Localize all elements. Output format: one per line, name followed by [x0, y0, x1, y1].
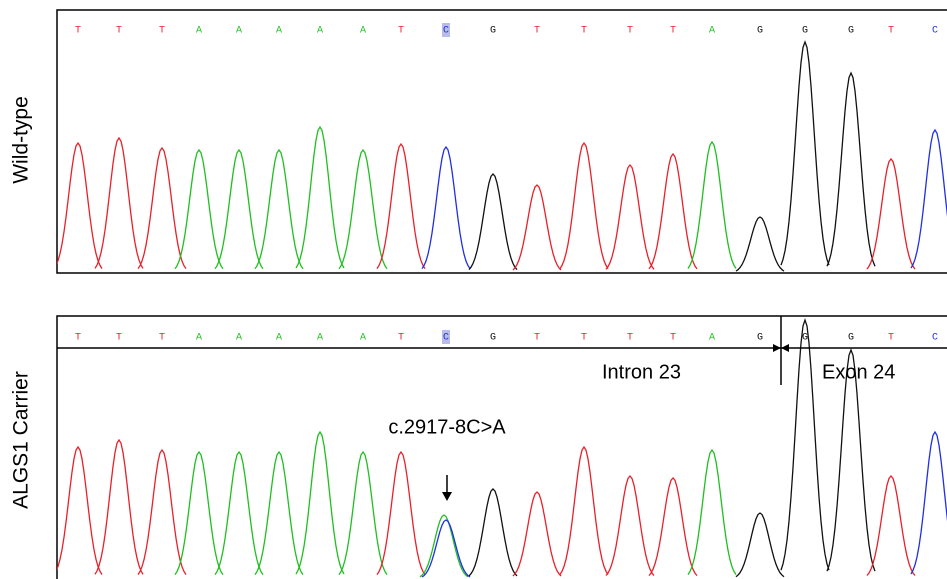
base-call: T — [116, 333, 122, 344]
base-call: T — [581, 333, 587, 344]
base-call: G — [757, 26, 763, 37]
trace-peak — [339, 452, 387, 575]
base-call: A — [317, 26, 323, 37]
base-call: A — [196, 333, 202, 344]
trace-peak — [827, 73, 875, 266]
trace-peak — [736, 217, 784, 271]
trace-peak — [215, 150, 263, 269]
trace-peak — [296, 127, 344, 268]
trace-peak — [95, 138, 143, 268]
trace-peak — [513, 185, 561, 270]
base-call: T — [534, 26, 540, 37]
base-call: T — [116, 26, 122, 37]
variant-label: c.2917-8C>A — [388, 416, 506, 438]
base-call: T — [888, 26, 894, 37]
trace-peak — [606, 165, 654, 269]
trace-peak — [867, 476, 915, 576]
trace-peak — [422, 147, 470, 269]
base-call: T — [75, 26, 81, 37]
base-call: A — [360, 333, 366, 344]
base-call: A — [317, 333, 323, 344]
panel-frame — [57, 316, 947, 579]
base-call: G — [757, 333, 763, 344]
trace-peak — [649, 478, 697, 576]
trace-peak — [688, 450, 736, 575]
trace-peak — [911, 130, 947, 268]
base-call: G — [848, 333, 854, 344]
trace-peak — [54, 447, 102, 575]
trace-peak — [867, 159, 915, 269]
trace-peak — [296, 432, 344, 574]
base-call: T — [398, 333, 404, 344]
base-call: A — [236, 333, 242, 344]
base-call: G — [848, 26, 854, 37]
trace-peak — [377, 144, 425, 269]
base-call: T — [75, 333, 81, 344]
base-call: T — [670, 26, 676, 37]
base-call: T — [627, 333, 633, 344]
base-call: T — [159, 26, 165, 37]
base-call: T — [581, 26, 587, 37]
trace-peak — [420, 515, 468, 577]
base-call: T — [627, 26, 633, 37]
base-call: G — [802, 333, 808, 344]
variant-arrowhead — [442, 492, 452, 501]
panel-frame — [57, 10, 947, 273]
trace-peak — [175, 452, 223, 575]
trace-peak — [138, 148, 186, 269]
base-call: G — [490, 26, 496, 37]
base-call: T — [159, 333, 165, 344]
base-call: C — [443, 333, 449, 344]
base-call: A — [276, 333, 282, 344]
base-call: A — [276, 26, 282, 37]
chromatogram-figure: Wild-type ALGS1 Carrier Intron 23 Exon 2… — [0, 0, 947, 579]
base-call: A — [709, 333, 715, 344]
trace-peak — [215, 452, 263, 575]
trace-peak — [513, 492, 561, 576]
trace-peak — [255, 452, 303, 575]
trace-peak — [422, 520, 470, 577]
trace-group — [54, 320, 947, 577]
base-call: A — [196, 26, 202, 37]
trace-peak — [54, 143, 102, 269]
base-call: C — [932, 333, 938, 344]
trace-peak — [606, 476, 654, 576]
base-call: T — [670, 333, 676, 344]
base-call: C — [932, 26, 938, 37]
trace-peak — [560, 447, 608, 575]
base-call: A — [360, 26, 366, 37]
base-call: A — [236, 26, 242, 37]
base-call: T — [888, 333, 894, 344]
panel-label: ALGS1 Carrier — [10, 371, 33, 509]
region-label: Intron 23 — [602, 361, 681, 383]
panel-label: Wild-type — [10, 96, 33, 184]
trace-peak — [736, 513, 784, 577]
trace-peak — [781, 320, 829, 570]
trace-peak — [560, 143, 608, 269]
trace-peak — [781, 42, 829, 265]
trace-peak — [377, 452, 425, 575]
trace-peak — [95, 440, 143, 574]
trace-peak — [339, 150, 387, 269]
trace-peak — [469, 489, 517, 576]
trace-peak — [688, 142, 736, 269]
base-call: T — [398, 26, 404, 37]
trace-peak — [255, 150, 303, 269]
trace-peak — [138, 450, 186, 575]
base-call: C — [443, 26, 449, 37]
base-call: G — [802, 26, 808, 37]
base-call: A — [709, 26, 715, 37]
trace-peak — [469, 174, 517, 270]
trace-group — [54, 42, 947, 271]
trace-peak — [911, 432, 947, 574]
trace-peak — [649, 154, 697, 269]
trace-peak — [175, 150, 223, 269]
base-call: T — [534, 333, 540, 344]
region-label: Exon 24 — [822, 361, 895, 383]
base-call: G — [490, 333, 496, 344]
